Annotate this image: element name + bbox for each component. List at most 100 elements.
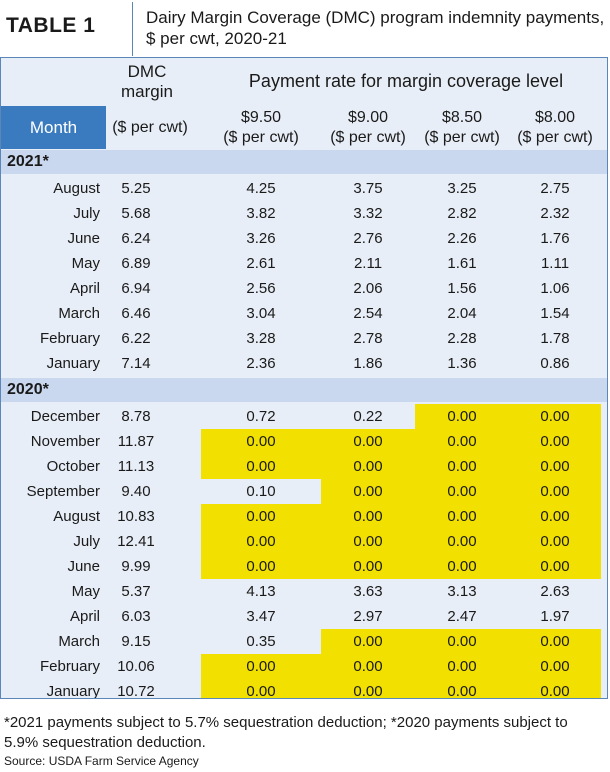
month-cell: July [73,533,100,550]
level-rate: $8.50 [441,109,483,126]
payment-rate-cell: 0.00 [201,504,321,529]
month-cell: December [30,408,100,425]
month-cell: May [71,255,100,272]
dmc-margin-cell: 9.40 [121,483,151,500]
month-cell: May [71,583,100,600]
payment-rate-cell: 0.00 [201,529,321,554]
source-note: Source: USDA Farm Service Agency [4,754,199,768]
table-row: January 7.14 2.36 1.86 1.36 0.86 [1,351,607,376]
table-row: August 5.25 4.25 3.75 3.25 2.75 [1,176,607,201]
payment-rate-cell: 3.63 [353,583,383,600]
section-label: 2021* [7,153,49,170]
dmc-margin-cell: 11.87 [117,433,155,450]
table-row: March 9.15 0.35 0.00 0.00 0.00 [1,629,607,654]
month-cell: July [73,205,100,222]
data-table: DMC margin Payment rate for margin cover… [0,57,608,699]
payment-rate-cell: 4.13 [246,583,276,600]
payment-rate-cell: 0.00 [509,554,601,579]
month-cell: April [69,608,100,625]
payment-rate-cell: 0.00 [201,554,321,579]
table-row: July 5.68 3.82 3.32 2.82 2.32 [1,201,607,226]
dmc-margin-cell: 6.22 [121,330,151,347]
dmc-margin-header: DMC margin [121,62,173,101]
payment-rate-cell: 0.00 [321,529,415,554]
dmc-margin-cell: 9.99 [121,558,151,575]
payment-rate-cell: 2.63 [540,583,570,600]
dmc-margin-cell: 6.94 [121,280,151,297]
payment-rate-cell: 0.00 [321,629,415,654]
payment-rate-cell: 2.06 [353,280,383,297]
payment-rate-cell: 0.00 [321,679,415,698]
payment-rate-cell: 3.28 [246,330,276,347]
payment-rate-cell: 0.10 [246,483,276,500]
table-row: July 12.41 0.00 0.00 0.00 0.00 [1,529,607,554]
footnote: *2021 payments subject to 5.7% sequestra… [4,714,568,751]
payment-rate-cell: 2.82 [447,205,477,222]
payment-rate-cell: 0.00 [415,529,509,554]
dmc-margin-cell: 11.13 [117,458,155,475]
month-cell: August [53,180,100,197]
month-cell: August [53,508,100,525]
payment-rate-cell: 0.00 [509,404,601,429]
month-cell: March [58,633,100,650]
payment-rate-cell: 2.28 [447,330,477,347]
payment-rate-cell: 1.76 [540,230,570,247]
payment-rate-cell: 0.00 [509,529,601,554]
payment-rate-cell: 2.75 [540,180,570,197]
table-row: November 11.87 0.00 0.00 0.00 0.00 [1,429,607,454]
level-header-9-00: $9.00 ($ per cwt) [321,108,415,148]
level-rate: $9.50 [240,109,282,126]
level-rate: $9.00 [347,109,389,126]
payment-rate-cell: 3.75 [353,180,383,197]
payment-rate-cell: 3.25 [447,180,477,197]
table-row: June 9.99 0.00 0.00 0.00 0.00 [1,554,607,579]
month-cell: February [39,330,100,347]
payment-rate-cell: 0.00 [201,654,321,679]
payment-rate-cell: 1.61 [447,255,477,272]
month-column-header: Month [1,106,106,149]
payment-rate-cell: 2.36 [246,355,276,372]
dmc-margin-cell: 10.06 [117,658,155,675]
table-row: April 6.03 3.47 2.97 2.47 1.97 [1,604,607,629]
table-label: TABLE 1 [6,14,96,37]
dmc-margin-cell: 5.68 [121,205,151,222]
title-bar: TABLE 1 Dairy Margin Coverage (DMC) prog… [0,0,610,58]
payment-rate-cell: 0.00 [415,679,509,698]
month-cell: January [46,355,100,372]
payment-rate-cell: 2.32 [540,205,570,222]
table-row: June 6.24 3.26 2.76 2.26 1.76 [1,226,607,251]
payment-rate-cell: 0.00 [321,429,415,454]
payment-rate-cell: 0.72 [246,408,276,425]
payment-rate-cell: 1.78 [540,330,570,347]
payment-rate-cell: 2.56 [246,280,276,297]
month-cell: November [30,433,100,450]
payment-rate-cell: 0.00 [415,479,509,504]
payment-rate-cell: 2.61 [246,255,276,272]
payment-rate-cell: 1.56 [447,280,477,297]
table-row: September 9.40 0.10 0.00 0.00 0.00 [1,479,607,504]
table-header: DMC margin Payment rate for margin cover… [1,58,607,106]
month-cell: January [46,683,100,699]
payment-rate-cell: 0.00 [509,429,601,454]
table-row: February 10.06 0.00 0.00 0.00 0.00 [1,654,607,679]
dmc-margin-cell: 5.37 [121,583,151,600]
payment-rate-cell: 2.47 [447,608,477,625]
payment-rate-cell: 0.00 [415,429,509,454]
payment-rate-cell: 0.00 [509,479,601,504]
level-header-8-00: $8.00 ($ per cwt) [509,108,601,148]
table-row: February 6.22 3.28 2.78 2.28 1.78 [1,326,607,351]
title-divider [132,2,133,56]
payment-rate-cell: 1.86 [353,355,383,372]
level-unit: ($ per cwt) [330,129,406,146]
payment-rate-cell: 0.00 [509,504,601,529]
payment-rate-cell: 0.86 [540,355,570,372]
payment-rate-cell: 2.97 [353,608,383,625]
table-row: January 10.72 0.00 0.00 0.00 0.00 [1,679,607,699]
payment-rate-cell: 2.11 [353,255,383,272]
payment-rate-cell: 0.35 [246,633,276,650]
payment-rate-cell: 0.00 [509,679,601,698]
payment-rate-cell: 0.00 [415,454,509,479]
payment-rate-cell: 3.82 [246,205,276,222]
level-unit: ($ per cwt) [424,129,500,146]
dmc-unit-header: ($ per cwt) [112,119,188,136]
